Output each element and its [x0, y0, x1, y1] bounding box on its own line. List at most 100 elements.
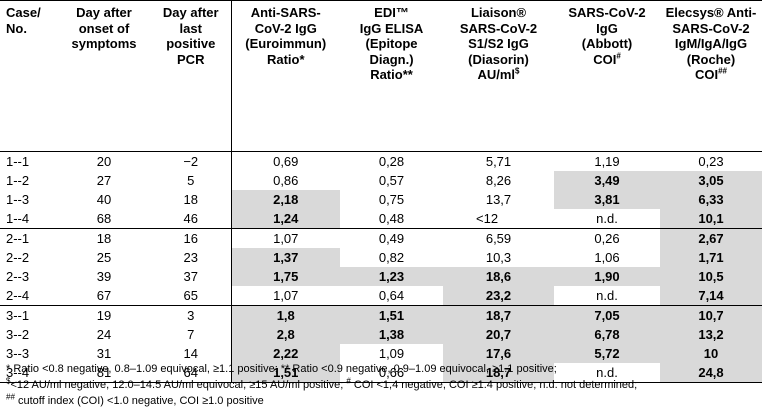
- serology-results-table: Case/No. Day after onset of symptoms Day a…: [0, 0, 762, 383]
- case-cell: 2--1: [0, 228, 57, 248]
- value-cell: 1,07: [230, 228, 340, 248]
- footnote-symbol: $: [6, 376, 11, 386]
- value-cell: 7,14: [660, 286, 762, 306]
- value-cell: 2,67: [660, 228, 762, 248]
- value-cell: 18: [183, 192, 198, 207]
- footnote-text: COI <1,4 negative, COI ≥1.4 positive; n.…: [350, 379, 638, 391]
- value-cell: −2: [151, 151, 231, 171]
- value-cell: 0,48: [378, 211, 405, 226]
- table-row: 2--1 18 16 1,07 0,49 6,59 0,26 2,67: [0, 228, 762, 248]
- value-cell: 24,8: [660, 363, 762, 383]
- value-cell: 10: [660, 344, 762, 363]
- table-row: 3--2 24 7 2,8 1,38 20,7 6,78 13,2: [0, 325, 762, 344]
- value-cell: 3,49: [554, 171, 660, 190]
- value-cell: 0,66: [378, 365, 405, 380]
- header-elecsys: Elecsys® Anti- SARS-CoV-2 IgM/IgA/IgG (Roch…: [660, 0, 762, 152]
- header-liaison: Liaison® SARS-CoV-2 S1/S2 IgG (Diasorin) AU/…: [443, 0, 554, 152]
- value-cell: 7: [187, 327, 195, 342]
- value-cell: 10,5: [660, 267, 762, 286]
- table-row: 1--1 20 −2 0,69 0,28 5,71 1,19 0,23: [0, 151, 762, 171]
- case-cell: 3--4: [6, 365, 30, 380]
- value-cell: 0,49: [340, 228, 443, 248]
- value-cell: 39: [96, 269, 112, 284]
- value-cell: 18: [57, 228, 151, 248]
- footnote-1: * Ratio <0.8 negative, 0.8–1.09 equivoca…: [6, 362, 557, 377]
- value-cell: 1,38: [340, 325, 443, 344]
- footnote-symbol: #: [346, 376, 351, 386]
- value-cell: 1,19: [554, 151, 660, 171]
- header-euroimmun: Anti-SARS- CoV-2 IgG (Euroimmun) Ratio*: [230, 0, 340, 152]
- case-cell: 1--1: [0, 151, 57, 171]
- value-cell: 7,05: [554, 305, 660, 325]
- header-abbott: SARS-CoV-2 IgG (Abbott) COI#: [554, 0, 660, 152]
- table-row: 3--3 31 14 2,22 1,09 17,6 5,72 10: [0, 344, 762, 363]
- footnote-text: * Ratio <0.8 negative, 0.8–1.09 equivoca…: [6, 363, 557, 375]
- value-cell: 2,8: [230, 325, 340, 344]
- value-cell: 1,71: [660, 248, 762, 267]
- value-cell: 10,7: [660, 305, 762, 325]
- case-cell: 1--2: [6, 173, 30, 188]
- value-cell: 19: [57, 305, 151, 325]
- value-cell: 10,1: [660, 209, 762, 229]
- case-cell: 2--3: [6, 269, 30, 284]
- value-cell: 0,82: [378, 250, 405, 265]
- table-row: 2--4 67 65 1,07 0,64 23,2 n.d. 7,14: [0, 286, 762, 306]
- table-row: 1--3 40 18 2,18 0,75 13,7 3,81 6,33: [0, 190, 762, 209]
- value-cell: 1,24: [230, 209, 340, 229]
- value-cell: 0,26: [554, 228, 660, 248]
- value-cell: 1,90: [554, 267, 660, 286]
- footnote-text: <12 AU/ml negative, 12.0–14.5 AU/ml equi…: [10, 379, 347, 391]
- case-cell: 3--3: [6, 346, 30, 361]
- value-cell: 5,72: [554, 344, 660, 363]
- table-row: 3--1 19 3 1,8 1,51 18,7 7,05 10,7: [0, 305, 762, 325]
- table-row: 2--3 39 37 1,75 1,23 18,6 1,90 10,5: [0, 267, 762, 286]
- value-cell: 1,06: [594, 250, 620, 265]
- table-row: 2--2 25 23 1,37 0,82 10,3 1,06 1,71: [0, 248, 762, 267]
- table-row: 1--2 27 5 0,86 0,57 8,26 3,49 3,05: [0, 171, 762, 190]
- footnote-text: cutoff index (COI) <1.0 negative, COI ≥1…: [14, 395, 264, 407]
- value-cell: 40: [96, 192, 112, 207]
- value-cell: 5,71: [443, 151, 554, 171]
- footnote-3: ## cutoff index (COI) <1.0 negative, COI…: [6, 392, 264, 409]
- value-cell: 1,37: [230, 248, 340, 267]
- value-cell: 27: [96, 173, 112, 188]
- value-cell: 14: [183, 346, 198, 361]
- value-cell: 3,05: [660, 171, 762, 190]
- header-case: Case/No.: [0, 0, 57, 152]
- value-cell: 18,7: [443, 363, 554, 383]
- case-cell: 1--3: [6, 192, 30, 207]
- value-cell: 0,75: [378, 192, 405, 207]
- value-cell: 10,3: [485, 250, 512, 265]
- value-cell: 1,51: [340, 305, 443, 325]
- value-cell: 23,2: [443, 286, 554, 306]
- header-row: Case/No. Day after onset of symptoms Day a…: [0, 0, 762, 152]
- value-cell: 67: [96, 288, 112, 303]
- value-cell: 25: [96, 250, 112, 265]
- value-cell: 0,86: [230, 171, 340, 190]
- case-cell: 1--4: [6, 211, 30, 226]
- case-cell: 3--1: [0, 305, 57, 325]
- value-cell: 13,2: [660, 325, 762, 344]
- value-cell: 1,23: [340, 267, 443, 286]
- value-cell: 20: [57, 151, 151, 171]
- value-cell: 2,22: [230, 344, 340, 363]
- footnote-symbol: ##: [6, 392, 15, 402]
- value-cell: 1,07: [230, 286, 340, 306]
- value-cell: 37: [183, 269, 198, 284]
- value-cell: 0,69: [230, 151, 340, 171]
- case-cell: 3--2: [6, 327, 30, 342]
- value-cell: 5: [187, 173, 195, 188]
- value-cell: 68: [96, 211, 112, 226]
- value-cell: 1,8: [230, 305, 340, 325]
- value-cell: 17,6: [443, 344, 554, 363]
- value-cell: 0,28: [340, 151, 443, 171]
- table-row: 1--4 68 46 1,24 0,48 <12 n.d. 10,1: [0, 209, 762, 229]
- value-cell: 46: [183, 211, 198, 226]
- value-cell: n.d.: [596, 365, 618, 380]
- value-cell: 0,64: [378, 288, 405, 303]
- value-cell: 0,57: [378, 173, 405, 188]
- value-cell: 24: [96, 327, 112, 342]
- value-cell: 64: [183, 365, 198, 380]
- header-day-onset: Day after onset of symptoms: [57, 0, 151, 152]
